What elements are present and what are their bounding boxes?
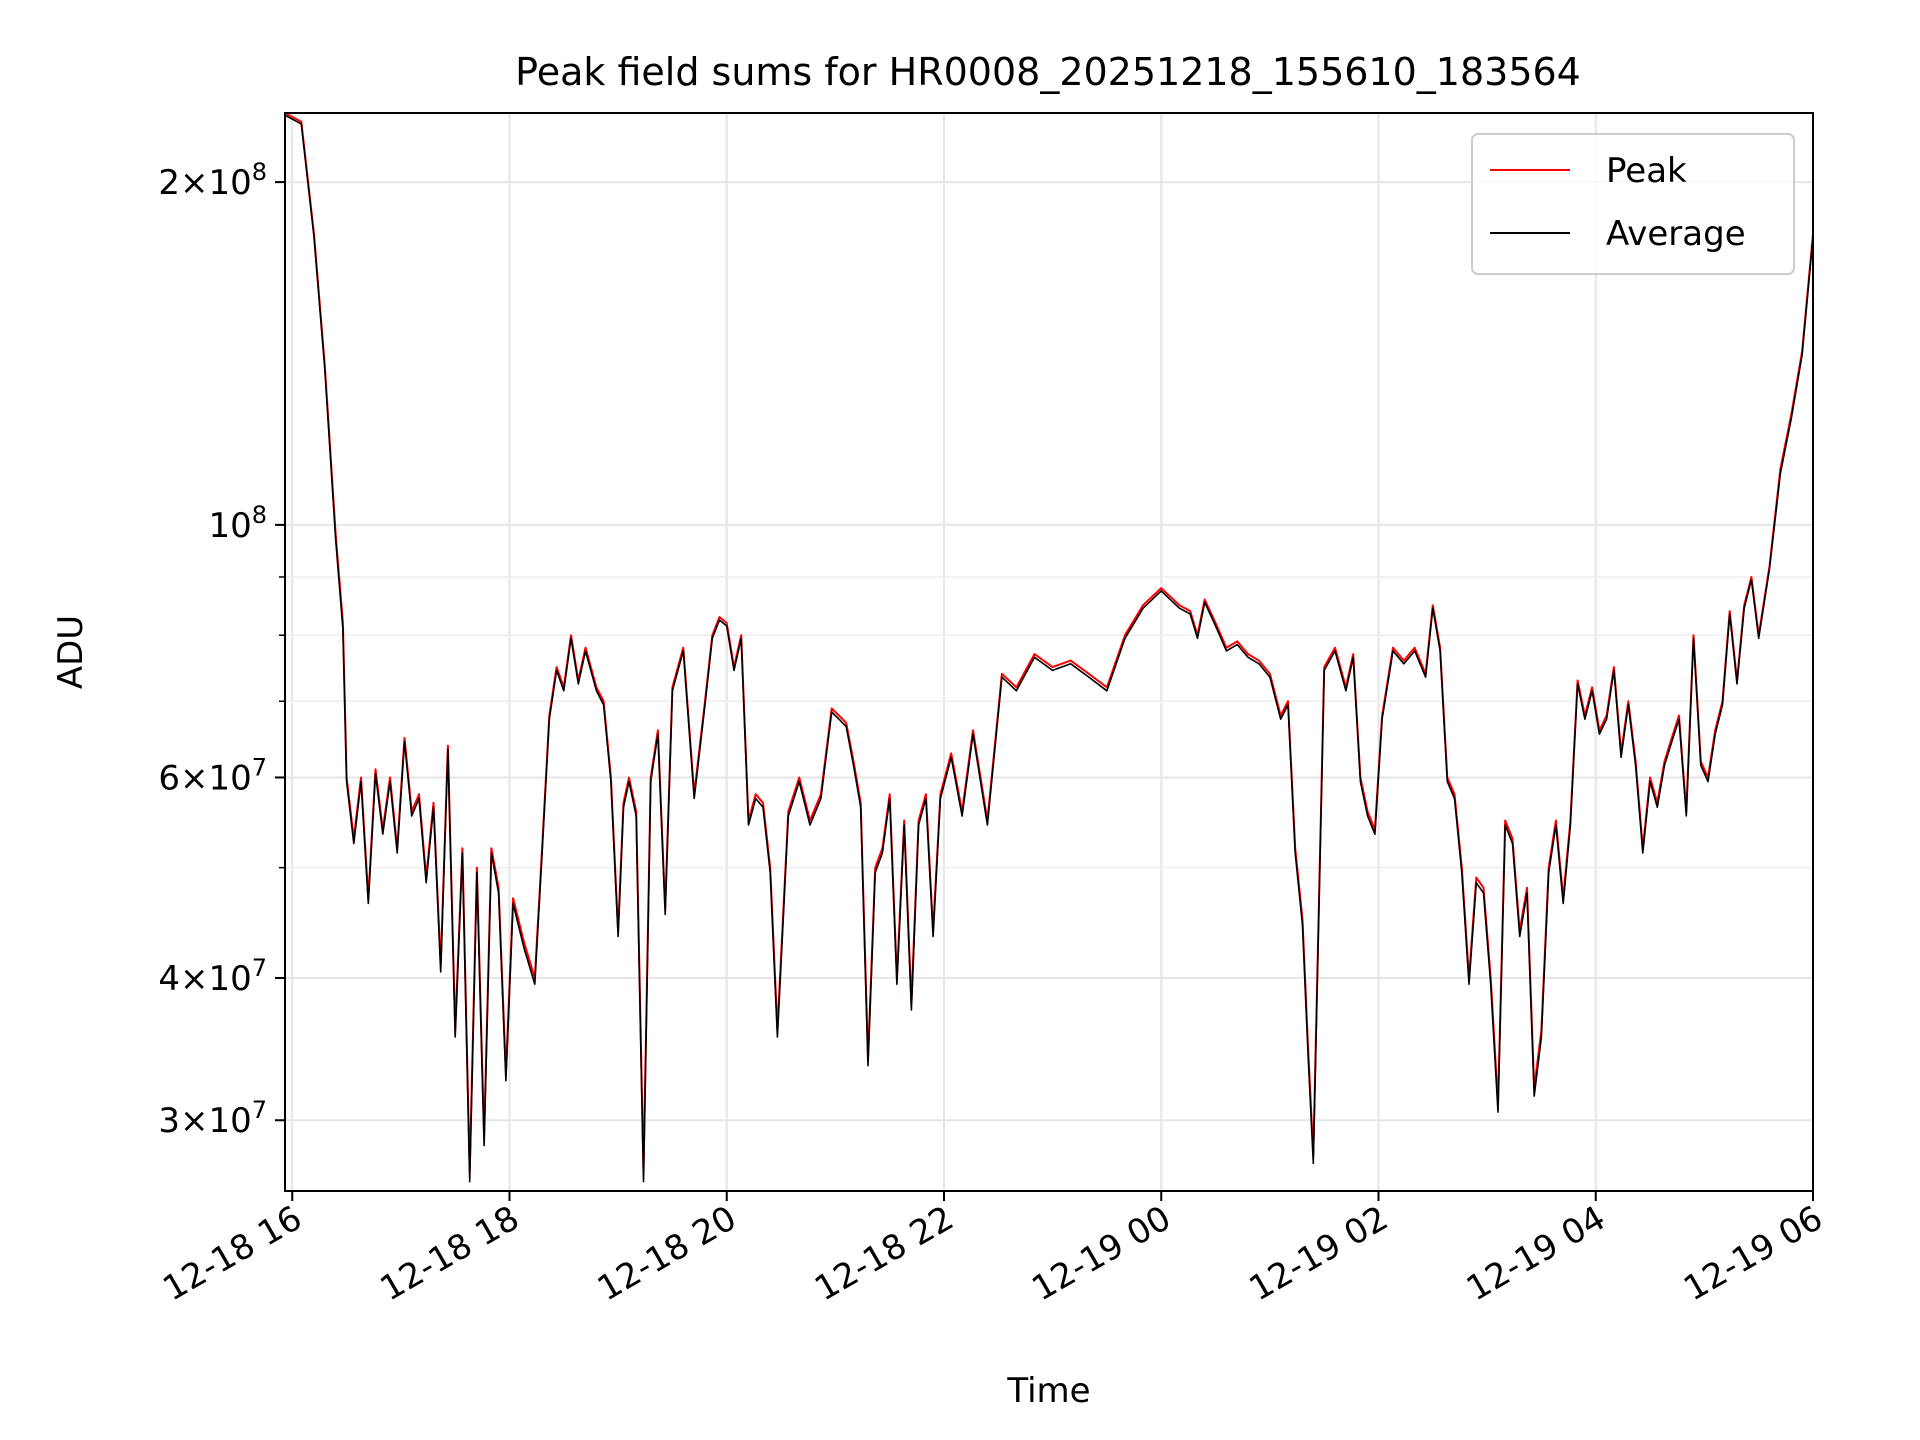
y-axis-label: ADU	[51, 615, 91, 689]
y-tick-label: 4×107	[158, 954, 267, 999]
legend-label-peak: Peak	[1606, 151, 1687, 191]
series-layer	[285, 113, 1813, 1183]
y-tick-label: 6×107	[158, 753, 267, 798]
y-tick-label: 2×108	[158, 158, 267, 203]
chart-title: Peak field sums for HR0008_20251218_1556…	[515, 50, 1581, 94]
legend: Peak Average	[1471, 133, 1795, 275]
series-line-average	[285, 114, 1813, 1183]
x-axis-label: Time	[1006, 1371, 1090, 1411]
y-tick-label: 3×107	[158, 1096, 267, 1141]
plot-frame	[284, 112, 1814, 1192]
legend-label-average: Average	[1606, 214, 1746, 254]
